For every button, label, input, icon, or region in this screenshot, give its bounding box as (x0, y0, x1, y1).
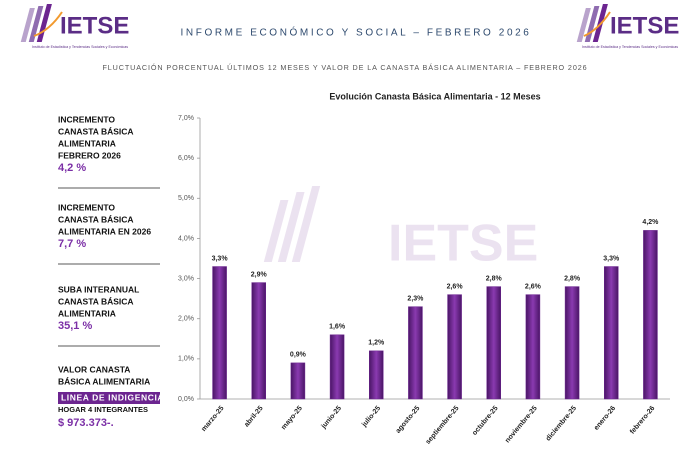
watermark-text: IETSE (388, 215, 538, 273)
value-label: 2,6% (525, 283, 542, 290)
side-label: ALIMENTARIA (58, 308, 116, 318)
logo-name: IETSE (610, 12, 679, 39)
y-tick-label: 0,0% (178, 396, 194, 403)
side-label: INCREMENTO (58, 202, 115, 212)
x-tick-label: enero-26 (593, 405, 617, 432)
bar (564, 286, 580, 400)
bar (329, 334, 345, 400)
x-tick-label: marzo-25 (200, 405, 225, 433)
side-label: BÁSICA ALIMENTARIA (58, 376, 150, 386)
bar (525, 294, 541, 400)
bar (604, 266, 619, 400)
side-label: VALOR CANASTA (58, 364, 130, 374)
logo-right: IETSE Instituto de Estadística y Tendenc… (576, 4, 679, 49)
bar (408, 306, 423, 400)
bar (369, 350, 384, 400)
side-value: 35,1 % (58, 320, 92, 332)
x-tick-label: noviembre-25 (504, 405, 539, 444)
y-tick-label: 3,0% (178, 275, 194, 282)
x-tick-label: mayo-25 (280, 405, 304, 431)
report-title: INFORME ECONÓMICO Y SOCIAL – FEBRERO 202… (181, 26, 532, 39)
value-label: 3,3% (212, 255, 229, 262)
value-label: 3,3% (603, 255, 620, 262)
side-value: 7,7 % (58, 238, 86, 250)
bar (643, 230, 658, 400)
value-label: 2,6% (447, 283, 464, 290)
side-value: 4,2 % (58, 162, 86, 174)
value-label: 0,9% (290, 352, 307, 359)
value-label: 2,8% (564, 275, 581, 282)
logo-tagline: Instituto de Estadística y Tendencias So… (32, 45, 128, 49)
x-tick-label: septiembre-25 (425, 405, 461, 446)
report-subtitle: FLUCTUACIÓN PORCENTUAL ÚLTIMOS 12 MESES … (102, 63, 587, 72)
x-tick-label: diciembre-25 (545, 405, 578, 443)
side-label: CANASTA BÁSICA (58, 296, 134, 306)
value-label: 1,2% (368, 340, 385, 347)
logo-name: IETSE (60, 12, 129, 39)
logo-tagline: Instituto de Estadística y Tendencias So… (582, 45, 678, 49)
logo-left: IETSE Instituto de Estadística y Tendenc… (20, 4, 129, 49)
side-label: ALIMENTARIA (58, 138, 116, 148)
badge-bg (58, 392, 160, 404)
value-label: 1,6% (329, 324, 346, 331)
side-label: INCREMENTO (58, 114, 115, 124)
y-tick-label: 7,0% (178, 115, 194, 122)
x-tick-label: febrero-26 (629, 405, 656, 436)
x-tick-label: junio-25 (320, 405, 343, 431)
badge: LINEA DE INDIGENCIA (61, 392, 164, 402)
value-label: 2,3% (407, 296, 424, 303)
side-label: CANASTA BÁSICA (58, 126, 134, 136)
y-tick-label: 1,0% (178, 356, 194, 363)
side-label: SUBA INTERANUAL (58, 284, 139, 294)
watermark: IETSE (263, 186, 538, 273)
value-label: 4,2% (642, 219, 659, 226)
y-tick-label: 5,0% (178, 195, 194, 202)
bar (212, 266, 227, 400)
y-tick-label: 4,0% (178, 235, 194, 242)
value-label: 2,8% (486, 275, 503, 282)
y-tick-label: 6,0% (178, 155, 194, 162)
bar (251, 282, 266, 400)
side-value: $ 973.373-. (58, 417, 114, 429)
x-tick-label: agosto-25 (395, 405, 422, 435)
x-tick-label: julio-25 (360, 405, 382, 429)
side-label: ALIMENTARIA EN 2026 (58, 226, 151, 236)
side-label: CANASTA BÁSICA (58, 214, 134, 224)
y-tick-label: 2,0% (178, 316, 194, 323)
side-label: FEBRERO 2026 (58, 150, 121, 160)
side-note: HOGAR 4 INTEGRANTES (58, 405, 148, 414)
bar (486, 286, 501, 400)
x-tick-label: abril-25 (243, 405, 264, 429)
x-tick-label: octubre-25 (471, 405, 499, 437)
bar (290, 362, 306, 400)
value-label: 2,9% (251, 271, 268, 278)
chart-title: Evolución Canasta Básica Alimentaria - 1… (329, 91, 540, 101)
bar (447, 294, 462, 400)
